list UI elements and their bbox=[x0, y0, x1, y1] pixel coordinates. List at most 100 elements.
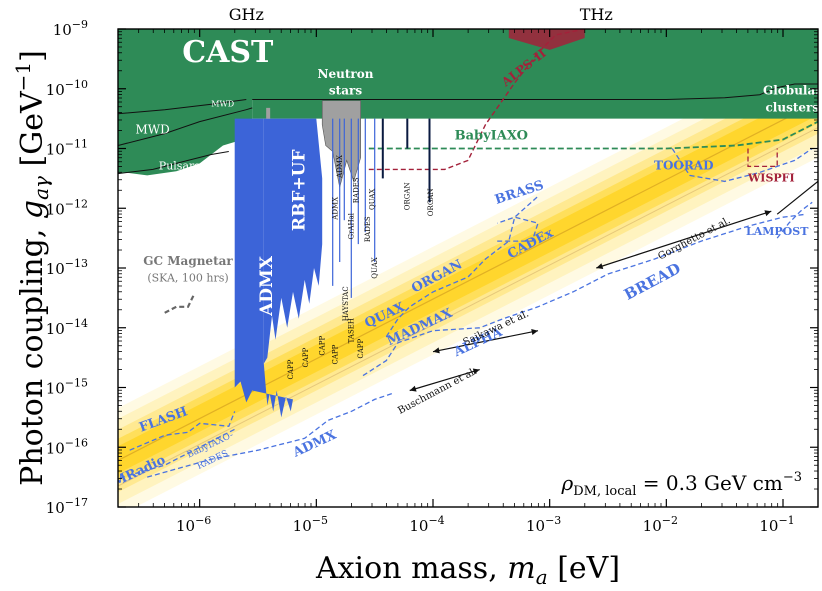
y-label-unit-sup: −1 bbox=[11, 62, 35, 91]
y-tick-exp: −13 bbox=[65, 257, 88, 270]
dmradio-line bbox=[118, 428, 235, 480]
label-small-15: RADES bbox=[352, 177, 360, 203]
cast-notch bbox=[266, 107, 271, 119]
x-tick-exp: −1 bbox=[778, 514, 794, 527]
label-toorad: TOORAD bbox=[654, 158, 714, 172]
alps-ii-region bbox=[508, 29, 585, 50]
qcd-band-line-ksvz bbox=[118, 127, 818, 487]
top-label-ghz: GHz bbox=[229, 5, 264, 24]
label-small-2: CAPP bbox=[319, 336, 327, 356]
label-admx: ADMX bbox=[257, 255, 277, 317]
y-tick-base: 10 bbox=[46, 260, 65, 278]
x-label-unit: [eV] bbox=[548, 551, 620, 586]
y-tick-exp: −9 bbox=[72, 18, 88, 31]
density-text: = 0.3 GeV cm bbox=[636, 471, 782, 495]
x-label-prefix: Axion mass, bbox=[315, 551, 507, 586]
density-rho: ρ bbox=[560, 471, 573, 495]
y-tick-base: 10 bbox=[46, 320, 65, 338]
x-label-sub: a bbox=[536, 565, 548, 589]
y-tick-exp: −14 bbox=[65, 317, 88, 330]
y-tick-exp: −17 bbox=[65, 496, 88, 509]
label-small-6: RADES bbox=[364, 216, 372, 242]
label-small-3: CAPP bbox=[331, 344, 339, 364]
label-lampost: LAMPOST bbox=[746, 225, 809, 238]
admx-excluded-region bbox=[234, 118, 293, 418]
x-tick-exp: −5 bbox=[312, 514, 328, 527]
saikawa-arrow bbox=[432, 330, 539, 353]
x-tick-base: 10 bbox=[643, 517, 662, 535]
y-tick-exp: −10 bbox=[65, 78, 88, 91]
x-tick-exp: −6 bbox=[195, 514, 211, 527]
gc-magnetar-line bbox=[164, 294, 195, 314]
y-tick-base: 10 bbox=[46, 141, 65, 159]
y-label-prefix: Photon coupling, bbox=[15, 219, 50, 486]
y-tick-exp: −12 bbox=[65, 197, 88, 210]
mwd-pulsar-region bbox=[118, 99, 253, 176]
x-tick-base: 10 bbox=[759, 517, 778, 535]
x-tick-base: 10 bbox=[526, 517, 545, 535]
y-tick-label: 10−10 bbox=[46, 78, 88, 99]
density-annotation: ρDM, local = 0.3 GeV cm−3 bbox=[560, 470, 802, 499]
label-neutron: Neutron bbox=[318, 67, 374, 81]
y-axis-label: Photon coupling, gaγ [GeV−1] bbox=[11, 50, 53, 486]
x-tick-exp: −2 bbox=[662, 514, 678, 527]
y-tick-label: 10−17 bbox=[46, 496, 88, 517]
y-tick-label: 10−11 bbox=[46, 138, 88, 159]
y-tick-exp: −16 bbox=[65, 436, 88, 449]
y-label-var: g bbox=[15, 200, 50, 219]
y-tick-base: 10 bbox=[46, 200, 65, 218]
label-small-11: ADMX bbox=[336, 155, 344, 179]
x-tick-label: 10−4 bbox=[409, 514, 444, 535]
lampost-line bbox=[776, 201, 813, 239]
x-tick-base: 10 bbox=[293, 517, 312, 535]
y-label-unit-close: ] bbox=[15, 50, 50, 62]
globular-cluster-region bbox=[252, 99, 818, 119]
label-clusters: clusters bbox=[765, 101, 819, 115]
x-tick-label: 10−2 bbox=[643, 514, 678, 535]
label-small-7: ORGAN bbox=[404, 182, 412, 210]
top-label-thz: THz bbox=[580, 5, 613, 24]
admx-projection-line bbox=[147, 392, 393, 478]
x-tick-label: 10−1 bbox=[759, 514, 794, 535]
toorad-line bbox=[671, 147, 813, 183]
label-small-9: TASEH bbox=[348, 318, 356, 343]
label-small-1: CAPP bbox=[302, 347, 310, 367]
mwd-boundary-line bbox=[118, 99, 247, 115]
cadex-line bbox=[496, 216, 539, 242]
label-mwd: MWD bbox=[136, 123, 170, 137]
y-tick-label: 10−15 bbox=[46, 377, 88, 398]
buschmann-arrow bbox=[409, 369, 480, 392]
y-tick-label: 10−12 bbox=[46, 197, 88, 218]
cast-region bbox=[118, 29, 818, 100]
y-tick-base: 10 bbox=[46, 439, 65, 457]
label-babyiaxo: BabyIAXO bbox=[455, 129, 528, 144]
label-small-10: CAPP bbox=[357, 339, 365, 359]
gorghetto-arrow-head bbox=[596, 263, 604, 269]
gorghetto-arrow bbox=[596, 210, 772, 269]
babyiaxo-line bbox=[368, 120, 818, 150]
buschmann-arrow-head bbox=[472, 368, 480, 375]
y-tick-label: 10−16 bbox=[46, 436, 88, 457]
x-tick-base: 10 bbox=[409, 517, 428, 535]
label-small-8: ORGAN bbox=[427, 188, 435, 216]
x-label-var: m bbox=[507, 551, 535, 586]
label-gc-magnetar-2: (SKA, 100 hrs) bbox=[147, 272, 228, 285]
density-sup: −3 bbox=[783, 470, 802, 485]
label-small-0: CAPP bbox=[287, 359, 295, 379]
y-tick-base: 10 bbox=[53, 21, 72, 39]
label-gc-magnetar-1: GC Magnetar bbox=[143, 254, 233, 268]
y-label-unit: [GeV bbox=[15, 90, 50, 176]
x-tick-exp: −3 bbox=[545, 514, 561, 527]
alpha-madmax-line bbox=[362, 213, 807, 377]
y-tick-base: 10 bbox=[46, 81, 65, 99]
label-globular: Globular bbox=[763, 84, 822, 98]
quax-organ-line bbox=[385, 195, 539, 338]
flash-line bbox=[129, 411, 236, 451]
label-small-5: QUAX bbox=[369, 189, 377, 210]
buschmann-arrow-head bbox=[409, 385, 417, 392]
y-tick-exp: −15 bbox=[65, 377, 88, 390]
label-small-13: GrAHal bbox=[348, 212, 356, 239]
gorghetto-arrow-head bbox=[764, 210, 772, 217]
y-tick-exp: −11 bbox=[65, 138, 88, 151]
